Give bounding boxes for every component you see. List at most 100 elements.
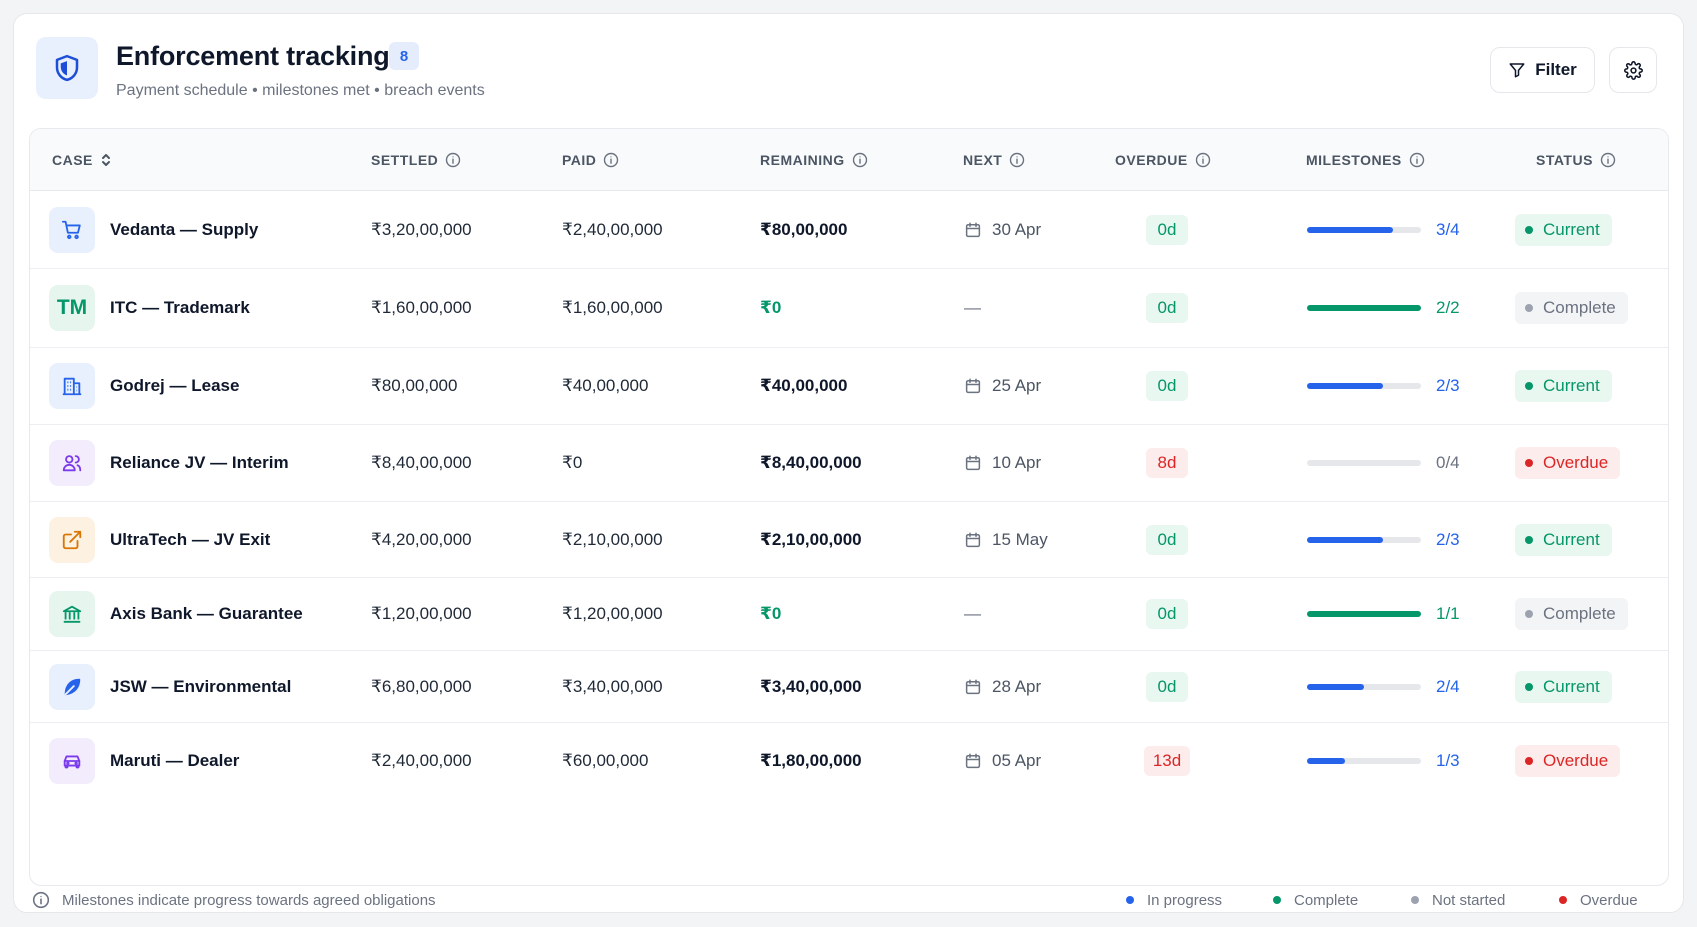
external-link-icon (49, 516, 95, 563)
info-icon[interactable] (445, 152, 461, 168)
table-row[interactable]: JSW — Environmental ₹6,80,00,000 ₹3,40,0… (30, 651, 1668, 723)
info-icon (32, 891, 50, 909)
building-icon (49, 363, 95, 409)
remaining-value: ₹8,40,00,000 (760, 453, 862, 472)
legend-dot (1126, 896, 1134, 904)
calendar-icon (965, 378, 981, 394)
overdue-badge: 8d (1146, 448, 1188, 478)
col-next: NEXT (963, 129, 1025, 191)
status-label: Current (1543, 529, 1600, 549)
overdue-cell: 0d (1132, 348, 1202, 424)
info-icon[interactable] (1409, 152, 1425, 168)
case-name[interactable]: Axis Bank — Guarantee (110, 604, 303, 623)
status-badge: Current (1515, 213, 1612, 246)
milestone-count: 2/3 (1436, 529, 1460, 549)
enforcement-table: CASE SETTLED PAID REMAINING NEXT OVERDUE… (29, 128, 1669, 886)
case-name[interactable]: Godrej — Lease (110, 376, 240, 395)
case-name[interactable]: Vedanta — Supply (110, 219, 259, 239)
info-icon[interactable] (1600, 152, 1616, 168)
case-name[interactable]: Reliance JV — Interim (110, 453, 289, 472)
milestone-progress (1307, 502, 1421, 577)
legend-item: In progress (1126, 886, 1222, 914)
next-date: 28 Apr (992, 676, 1042, 696)
info-icon[interactable] (1195, 152, 1211, 168)
col-case-label: CASE (52, 152, 93, 168)
overdue-badge: 0d (1146, 293, 1188, 323)
status-dot (1525, 225, 1533, 234)
table-header: CASE SETTLED PAID REMAINING NEXT OVERDUE… (30, 129, 1668, 191)
table-row[interactable]: UltraTech — JV Exit ₹4,20,00,000 ₹2,10,0… (30, 502, 1668, 578)
next-date: 15 May (992, 529, 1048, 549)
legend-item: Overdue (1559, 886, 1638, 914)
status-cell: Current (1515, 191, 1612, 268)
footnote-text: Milestones indicate progress towards agr… (62, 891, 436, 909)
table-row[interactable]: Vedanta — Supply ₹3,20,00,000 ₹2,40,00,0… (30, 191, 1668, 269)
case-cell: JSW — Environmental (30, 651, 330, 722)
footnote: Milestones indicate progress towards agr… (32, 886, 436, 914)
status-cell: Complete (1515, 269, 1628, 347)
table-row[interactable]: Axis Bank — Guarantee ₹1,20,00,000 ₹1,20… (30, 578, 1668, 651)
sort-icon[interactable] (100, 152, 112, 168)
table-row[interactable]: Maruti — Dealer ₹2,40,00,000 ₹60,00,000 … (30, 723, 1668, 799)
settings-button[interactable] (1609, 47, 1657, 93)
overdue-badge: 0d (1146, 599, 1188, 629)
status-label: Current (1543, 676, 1600, 696)
col-overdue: OVERDUE (1115, 129, 1211, 191)
milestone-progress (1307, 651, 1421, 722)
paid-value: ₹1,20,00,000 (562, 604, 663, 623)
table-row[interactable]: Reliance JV — Interim ₹8,40,00,000 ₹0 ₹8… (30, 425, 1668, 502)
milestone-bar (1307, 536, 1421, 543)
info-icon[interactable] (603, 152, 619, 168)
bank-icon (49, 591, 95, 637)
filter-button[interactable]: Filter (1490, 47, 1595, 93)
overdue-cell: 0d (1132, 191, 1202, 268)
paid-value: ₹1,60,00,000 (562, 298, 663, 317)
paid-value: ₹2,10,00,000 (562, 529, 663, 549)
milestone-progress (1307, 723, 1421, 799)
overdue-cell: 0d (1132, 651, 1202, 722)
status-dot (1525, 682, 1533, 691)
info-icon[interactable] (852, 152, 868, 168)
case-name[interactable]: Maruti — Dealer (110, 751, 240, 770)
cart-icon (49, 206, 95, 253)
case-name[interactable]: ITC — Trademark (110, 298, 250, 317)
settled-value: ₹80,00,000 (371, 376, 458, 395)
col-settled-label: SETTLED (371, 152, 439, 168)
milestone-progress (1307, 348, 1421, 424)
users-icon (49, 440, 95, 486)
next-date: 10 Apr (992, 453, 1042, 472)
case-cell: Reliance JV — Interim (30, 425, 330, 501)
trademark-icon: TM (49, 285, 95, 331)
info-icon[interactable] (1009, 152, 1025, 168)
overdue-cell: 0d (1132, 269, 1202, 347)
milestone-progress (1307, 425, 1421, 501)
table-row[interactable]: Godrej — Lease ₹80,00,000 ₹40,00,000 ₹40… (30, 348, 1668, 425)
case-cell: UltraTech — JV Exit (30, 502, 330, 577)
case-name[interactable]: UltraTech — JV Exit (110, 529, 271, 549)
table-row[interactable]: TM ITC — Trademark ₹1,60,00,000 ₹1,60,00… (30, 269, 1668, 348)
remaining-value: ₹80,00,000 (760, 219, 848, 239)
status-badge: Current (1515, 370, 1612, 402)
status-cell: Current (1515, 651, 1612, 722)
status-label: Current (1543, 376, 1600, 395)
col-next-label: NEXT (963, 152, 1003, 168)
case-name[interactable]: JSW — Environmental (110, 676, 292, 696)
status-label: Complete (1543, 604, 1616, 623)
overdue-badge: 0d (1146, 214, 1188, 245)
status-label: Overdue (1543, 751, 1609, 770)
status-dot (1525, 459, 1533, 467)
count-badge: 8 (389, 42, 419, 70)
gear-icon (1623, 60, 1643, 80)
milestone-bar-fill (1307, 226, 1393, 233)
col-paid: PAID (562, 129, 619, 191)
paid-value: ₹0 (562, 453, 583, 472)
remaining-value: ₹40,00,000 (760, 376, 848, 395)
next-cell: 28 Apr (964, 651, 1041, 722)
filter-icon (1509, 63, 1525, 78)
settled-value: ₹1,60,00,000 (371, 298, 472, 317)
status-label: Complete (1543, 298, 1616, 317)
shield-icon (36, 37, 98, 99)
status-cell: Current (1515, 348, 1612, 424)
milestone-bar-fill (1307, 611, 1421, 617)
col-case[interactable]: CASE (52, 129, 112, 191)
